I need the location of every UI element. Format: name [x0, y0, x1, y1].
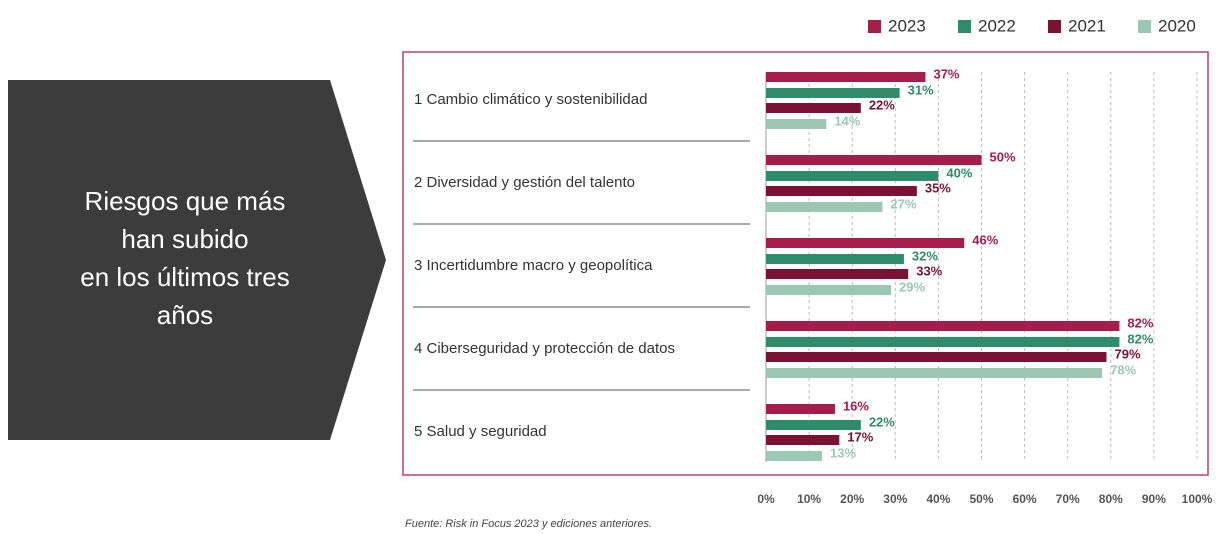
bar: [766, 352, 1107, 362]
bar: [766, 202, 883, 212]
category-label: 1 Cambio climático y sostenibilidad: [414, 91, 647, 108]
bar: [766, 420, 861, 430]
side-text: Riesgos que más: [85, 186, 286, 216]
x-tick-label: 100%: [1182, 492, 1213, 506]
side-text: han subido: [121, 224, 248, 254]
bar: [766, 404, 835, 414]
legend-swatch: [958, 20, 971, 33]
value-label: 40%: [946, 165, 972, 180]
value-label: 14%: [834, 113, 860, 128]
value-label: 31%: [908, 82, 934, 97]
bar: [766, 269, 909, 279]
x-tick-label: 80%: [1099, 492, 1123, 506]
bar: [766, 285, 891, 295]
x-tick-label: 50%: [969, 492, 993, 506]
bar: [766, 155, 982, 165]
bar: [766, 254, 904, 264]
value-label: 22%: [869, 414, 895, 429]
legend-label: 2021: [1068, 16, 1106, 35]
value-label: 79%: [1114, 346, 1140, 361]
value-label: 16%: [843, 398, 869, 413]
category-label: 5 Salud y seguridad: [414, 423, 547, 440]
side-text: en los últimos tres: [80, 262, 290, 292]
bar: [766, 451, 823, 461]
side-panel: [8, 80, 386, 440]
value-label: 37%: [933, 66, 959, 81]
value-label: 32%: [912, 248, 938, 263]
x-tick-label: 20%: [840, 492, 864, 506]
legend-label: 2023: [888, 16, 926, 35]
value-label: 29%: [899, 279, 925, 294]
x-tick-label: 70%: [1056, 492, 1080, 506]
x-tick-label: 40%: [926, 492, 950, 506]
source: Fuente: Risk in Focus 2023 y ediciones a…: [405, 518, 652, 530]
bar: [766, 238, 965, 248]
value-label: 50%: [990, 149, 1016, 164]
legend-swatch: [1138, 20, 1151, 33]
value-label: 33%: [916, 263, 942, 278]
bar: [766, 171, 939, 181]
frame: [402, 51, 1209, 476]
bar: [766, 321, 1120, 331]
x-tick-label: 90%: [1142, 492, 1166, 506]
bar: [766, 72, 926, 82]
category-label: 2 Diversidad y gestión del talento: [414, 174, 635, 191]
category-label: 4 Ciberseguridad y protección de datos: [414, 340, 675, 357]
value-label: 78%: [1110, 362, 1136, 377]
legend-swatch: [1048, 20, 1061, 33]
value-label: 13%: [830, 445, 856, 460]
bar: [766, 88, 900, 98]
x-tick-label: 0%: [757, 492, 775, 506]
side-text: años: [157, 300, 213, 330]
bar: [766, 368, 1103, 378]
x-tick-label: 10%: [797, 492, 821, 506]
legend-label: 2022: [978, 16, 1016, 35]
bar: [766, 119, 827, 129]
value-label: 27%: [890, 196, 916, 211]
x-tick-label: 60%: [1013, 492, 1037, 506]
x-tick-label: 30%: [883, 492, 907, 506]
value-label: 35%: [925, 180, 951, 195]
legend-label: 2020: [1158, 16, 1196, 35]
value-label: 82%: [1127, 315, 1153, 330]
bar: [766, 186, 917, 196]
category-label: 3 Incertidumbre macro y geopolítica: [414, 257, 653, 274]
bar: [766, 337, 1120, 347]
bar: [766, 103, 861, 113]
value-label: 17%: [847, 429, 873, 444]
value-label: 22%: [869, 97, 895, 112]
value-label: 46%: [972, 232, 998, 247]
value-label: 82%: [1127, 331, 1153, 346]
legend-swatch: [868, 20, 881, 33]
bar: [766, 435, 840, 445]
